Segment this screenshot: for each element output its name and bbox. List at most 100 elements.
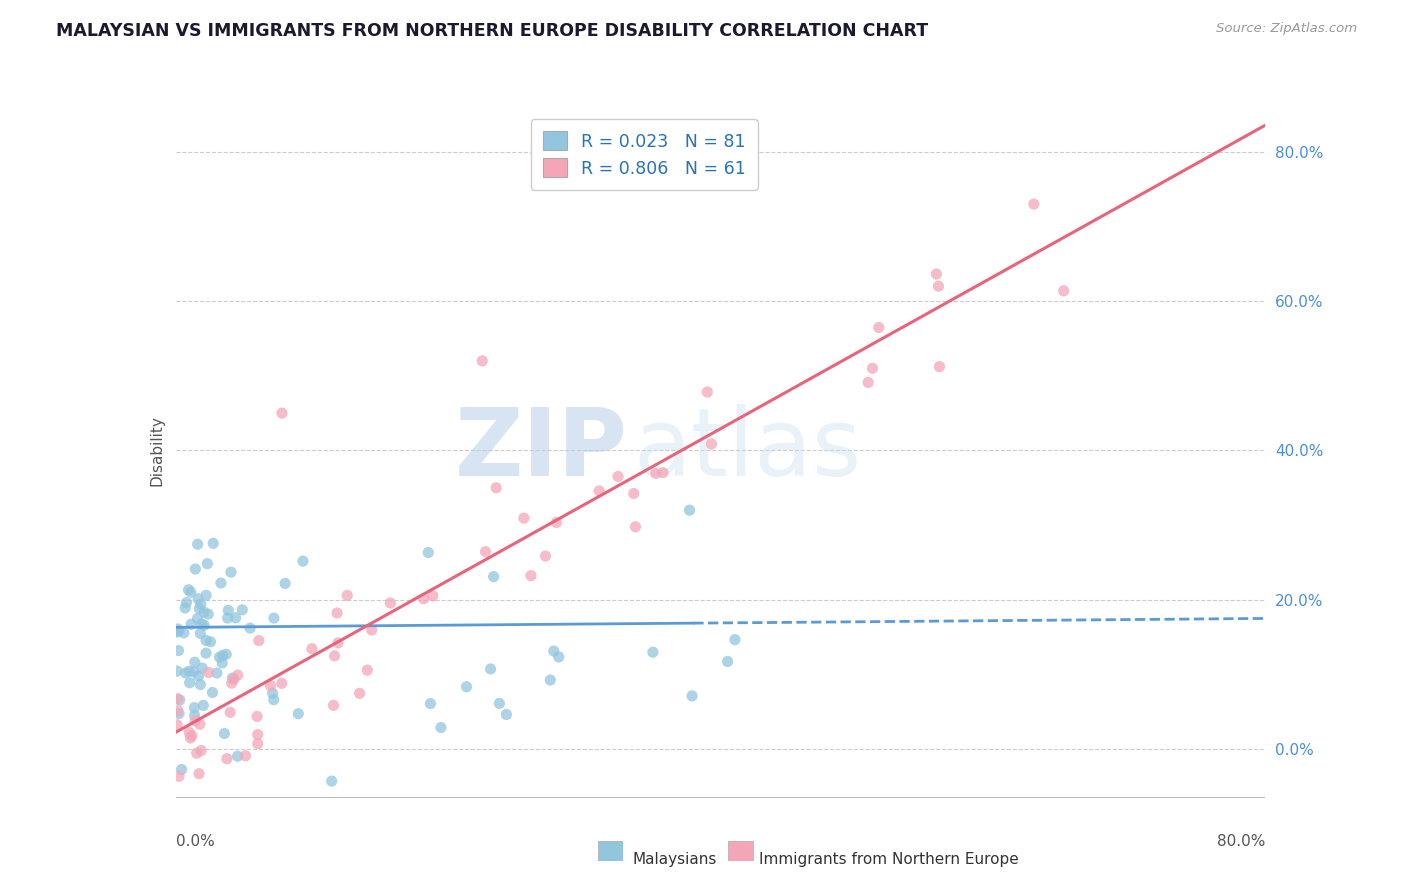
Point [360,623,382,637]
Point [247,633,270,648]
Point [231,603,253,617]
Point [485,481,508,495]
Text: 0.0%: 0.0% [176,834,215,849]
Point [271,406,294,420]
Point [856,376,879,390]
Point [188,717,211,731]
Point [422,589,444,603]
Point [1022,197,1045,211]
Point [184,655,207,669]
Point [624,520,647,534]
Point [179,675,201,690]
Point [1053,284,1076,298]
Point [380,596,402,610]
Point [191,661,214,675]
Point [412,591,434,606]
Point [482,569,505,583]
Point [681,689,703,703]
Point [219,706,242,720]
Point [928,359,950,374]
Point [186,746,208,760]
Point [641,645,664,659]
Point [356,663,378,677]
Point [176,596,198,610]
Point [184,562,207,576]
Point [274,576,297,591]
Point [166,691,188,706]
Point [925,267,948,281]
Point [211,648,233,663]
Point [546,516,568,530]
Point [471,354,494,368]
Point [215,752,238,766]
Point [195,646,218,660]
Point [724,632,747,647]
Point [678,503,700,517]
Point [222,672,245,686]
Point [193,698,215,713]
Point [187,537,209,551]
Point [180,729,202,743]
Point [538,673,561,687]
Point [190,677,212,691]
Point [183,700,205,714]
Point [868,320,890,334]
Point [644,467,666,481]
Point [235,748,257,763]
Point [291,554,314,568]
Point [418,545,440,559]
Point [488,697,510,711]
Point [588,483,610,498]
Point [197,607,219,621]
Point [209,576,232,591]
Point [195,588,218,602]
Text: Source: ZipAtlas.com: Source: ZipAtlas.com [1216,22,1357,36]
Point [190,743,212,757]
Point [225,611,247,625]
Legend: R = 0.023   N = 81, R = 0.806   N = 61: R = 0.023 N = 81, R = 0.806 N = 61 [530,120,758,190]
Point [214,726,236,740]
Point [197,665,219,680]
Point [166,664,188,678]
Point [180,585,202,599]
Point [221,671,243,685]
Point [166,718,188,732]
Point [534,549,557,563]
Text: 80.0%: 80.0% [1218,834,1265,849]
Point [217,603,239,617]
Point [215,647,238,661]
Text: Malaysians: Malaysians [633,852,717,867]
Point [184,714,207,728]
Point [323,648,346,663]
Point [179,725,201,739]
Point [186,611,208,625]
Point [221,676,243,690]
Point [246,709,269,723]
Point [188,601,211,615]
Point [183,665,205,679]
Point [170,763,193,777]
Point [174,665,197,680]
Point [262,686,284,700]
Point [301,641,323,656]
Point [495,707,517,722]
Point [174,601,197,615]
Point [167,622,190,636]
Point [183,708,205,723]
Point [607,469,630,483]
Point [217,611,239,625]
Point [177,665,200,679]
Text: ZIP: ZIP [456,404,628,497]
Point [195,633,218,648]
Point [226,749,249,764]
Point [326,636,349,650]
Point [167,643,190,657]
Point [195,557,218,571]
Point [166,704,188,718]
Point [287,706,309,721]
Point [193,605,215,619]
Y-axis label: Disability: Disability [149,415,165,486]
Point [263,692,285,706]
Point [547,649,569,664]
Point [246,728,269,742]
